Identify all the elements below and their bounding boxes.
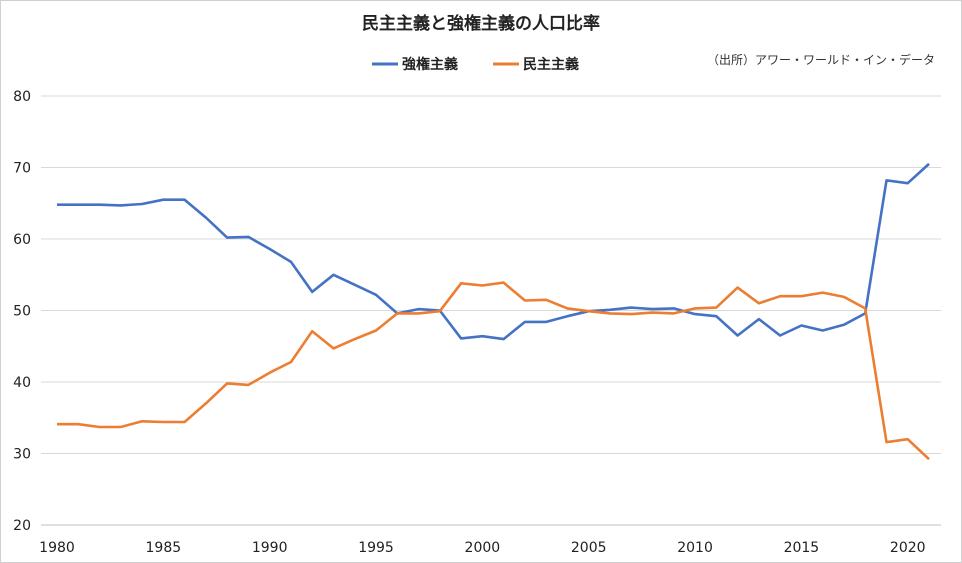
legend-label-authoritarian: 強権主義	[402, 56, 458, 73]
gridlines	[41, 95, 941, 526]
x-tick-label: 2020	[890, 540, 926, 556]
y-tick-label: 60	[13, 232, 31, 248]
y-axis-ticks: 20 30 40 50 60 70 80	[13, 89, 31, 534]
y-tick-label: 80	[13, 89, 31, 105]
y-tick-label: 20	[13, 518, 31, 534]
y-tick-label: 70	[13, 161, 31, 177]
series-line-authoritarian	[57, 162, 930, 341]
chart-title: 民主主義と強権主義の人口比率	[362, 13, 600, 34]
series-line-democracy	[57, 281, 930, 461]
y-tick-label: 50	[13, 304, 31, 320]
legend-label-democracy: 民主主義	[523, 56, 579, 73]
x-tick-label: 1990	[252, 540, 288, 556]
x-tick-label: 2005	[571, 540, 607, 556]
x-tick-label: 2015	[784, 540, 820, 556]
x-tick-label: 1995	[358, 540, 394, 556]
x-tick-label: 2000	[465, 540, 501, 556]
legend: 強権主義 民主主義	[372, 56, 579, 73]
x-axis-ticks: 1980 1985 1990 1995 2000 2005 2010 2015 2020	[39, 540, 925, 556]
x-tick-label: 1980	[39, 540, 75, 556]
x-tick-label: 1985	[146, 540, 182, 556]
y-tick-label: 30	[13, 447, 31, 463]
y-tick-label: 40	[13, 375, 31, 391]
source-note: （出所）アワー・ワールド・イン・データ	[707, 52, 935, 67]
series-lines	[57, 162, 930, 461]
x-tick-label: 2010	[677, 540, 713, 556]
